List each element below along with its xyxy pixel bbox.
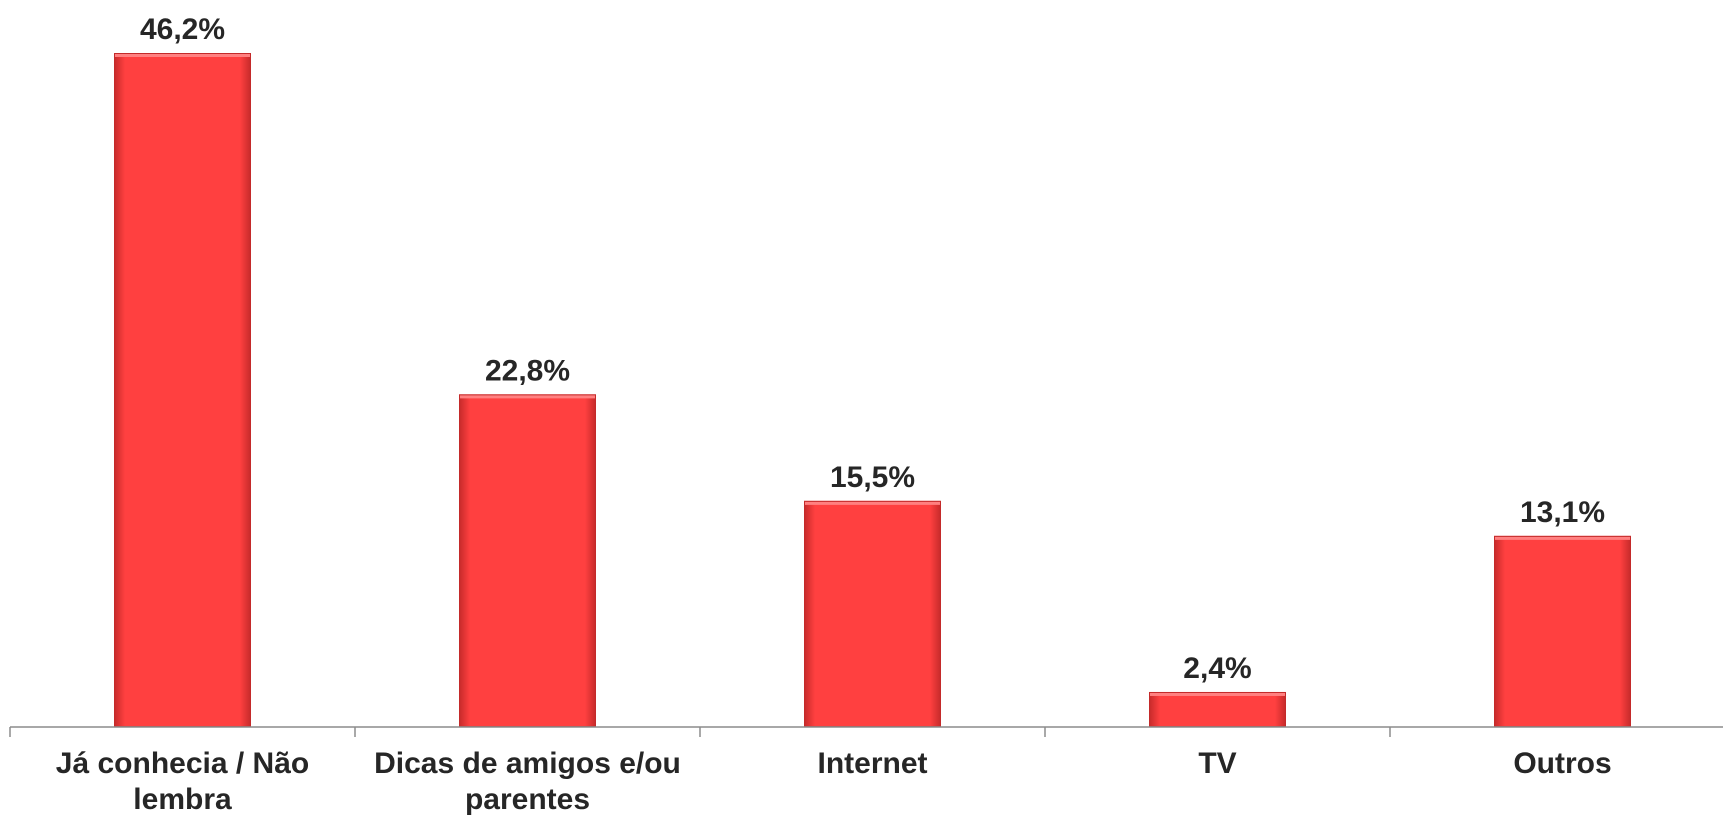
category-label: TV [1198, 747, 1236, 780]
category-labels-layer: Já conhecia / Não lembra Dicas de amigos e… [56, 747, 1612, 816]
x-axis [9, 726, 1723, 737]
category-label-line: lembra [133, 783, 232, 816]
category-label-line: Internet [817, 747, 927, 780]
bar [1494, 535, 1631, 727]
bar-top-bevel [1149, 691, 1286, 696]
bar [1149, 691, 1286, 727]
data-label: 2,4% [1183, 652, 1251, 685]
data-labels-layer: 46,2% 22,8% 15,5% 2,4% 13,1% [140, 13, 1605, 685]
category-label-line: Outros [1513, 747, 1611, 780]
data-label: 13,1% [1520, 496, 1605, 529]
bar [114, 53, 251, 727]
category-label-line: Dicas de amigos e/ou [374, 747, 681, 780]
category-label-line: Já conhecia / Não [56, 747, 309, 780]
category-label: Dicas de amigos e/ou parentes [374, 747, 681, 816]
bar-top-bevel [459, 394, 596, 399]
bars-layer [114, 53, 1631, 727]
category-label: Outros [1513, 747, 1611, 780]
data-label: 46,2% [140, 13, 225, 46]
bar [459, 394, 596, 727]
category-label-line: TV [1198, 747, 1236, 780]
category-label: Já conhecia / Não lembra [56, 747, 309, 816]
data-label: 22,8% [485, 354, 570, 387]
bar [804, 500, 941, 727]
category-label: Internet [817, 747, 927, 780]
bar-top-bevel [1494, 535, 1631, 540]
bar-top-bevel [804, 500, 941, 505]
bar-top-bevel [114, 53, 251, 57]
category-label-line: parentes [465, 783, 590, 816]
data-label: 15,5% [830, 461, 915, 494]
